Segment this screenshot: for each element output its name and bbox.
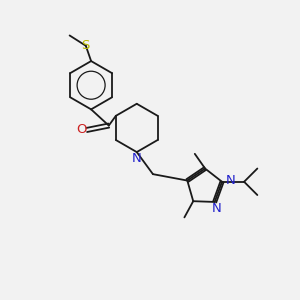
Text: N: N <box>225 174 235 187</box>
Text: S: S <box>82 39 90 52</box>
Text: N: N <box>211 202 221 215</box>
Text: O: O <box>76 124 87 136</box>
Text: N: N <box>132 152 142 165</box>
